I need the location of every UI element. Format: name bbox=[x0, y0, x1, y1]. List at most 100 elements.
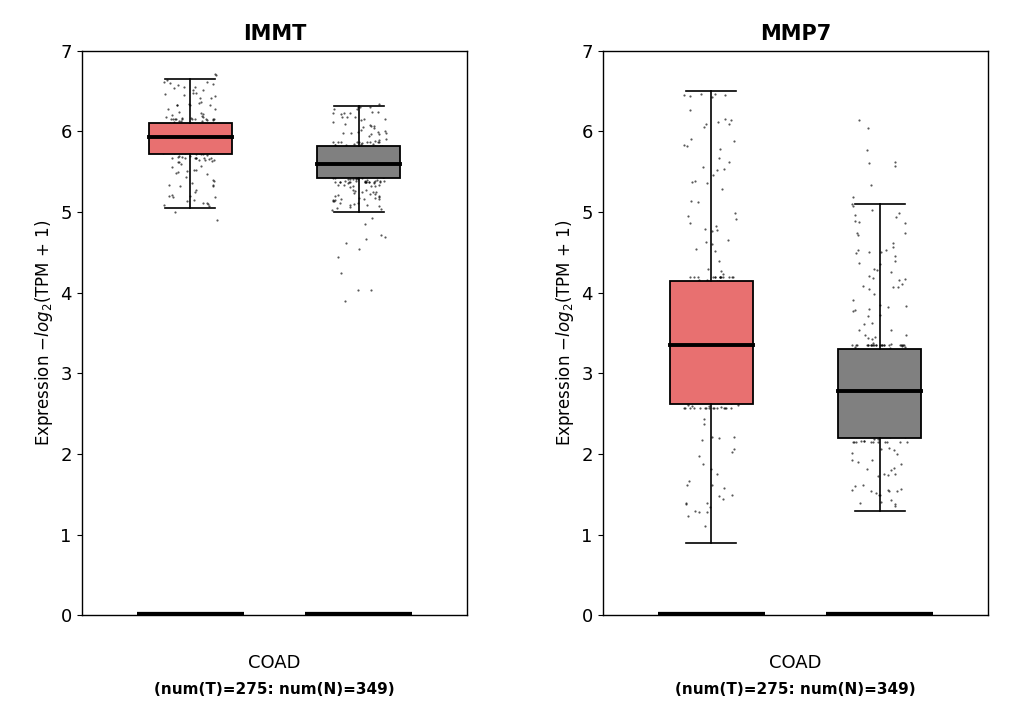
Point bbox=[324, 158, 340, 169]
Point bbox=[723, 489, 740, 501]
Point bbox=[330, 136, 346, 148]
Point bbox=[331, 169, 347, 180]
Point bbox=[866, 364, 882, 376]
Point bbox=[844, 484, 860, 496]
Point bbox=[879, 301, 896, 313]
Point bbox=[848, 379, 864, 391]
Point bbox=[863, 340, 879, 351]
Point bbox=[377, 164, 393, 176]
Point bbox=[694, 318, 710, 329]
Point bbox=[181, 98, 198, 109]
Point bbox=[326, 103, 342, 114]
Point bbox=[878, 377, 895, 389]
Point bbox=[884, 241, 901, 253]
Point bbox=[362, 147, 378, 159]
Point bbox=[704, 334, 720, 345]
Point bbox=[729, 213, 745, 224]
Point bbox=[865, 340, 881, 351]
Point bbox=[202, 127, 218, 139]
Point bbox=[868, 408, 884, 419]
Point bbox=[865, 405, 881, 416]
Point bbox=[712, 348, 729, 360]
Point bbox=[331, 159, 347, 171]
Point bbox=[190, 137, 206, 148]
Point bbox=[871, 431, 888, 442]
Point bbox=[205, 77, 221, 89]
Point bbox=[877, 244, 894, 256]
Point bbox=[711, 143, 728, 154]
Point bbox=[172, 180, 189, 191]
Point bbox=[710, 393, 727, 405]
Point bbox=[206, 132, 222, 144]
Point bbox=[161, 180, 177, 191]
Point bbox=[366, 170, 382, 182]
Point bbox=[693, 348, 709, 359]
Point bbox=[697, 403, 713, 414]
Point bbox=[856, 410, 872, 421]
Text: COAD: COAD bbox=[249, 654, 301, 673]
Point bbox=[877, 398, 894, 410]
Point bbox=[700, 309, 716, 321]
Point bbox=[371, 164, 387, 176]
Point bbox=[183, 133, 200, 145]
Point bbox=[338, 150, 355, 161]
Point bbox=[332, 177, 348, 188]
Point bbox=[851, 407, 867, 418]
Point bbox=[367, 192, 383, 203]
Bar bbox=[317, 146, 400, 178]
Point bbox=[861, 283, 877, 295]
Point bbox=[344, 148, 361, 160]
Point bbox=[727, 356, 743, 368]
Point bbox=[191, 118, 207, 130]
Point bbox=[892, 376, 908, 387]
Point bbox=[376, 175, 392, 187]
Point bbox=[367, 163, 383, 174]
Point bbox=[327, 169, 343, 181]
Point bbox=[888, 429, 904, 441]
Point bbox=[377, 127, 393, 138]
Point bbox=[169, 166, 185, 177]
Point bbox=[166, 136, 182, 148]
Point bbox=[848, 340, 864, 351]
Point bbox=[850, 429, 866, 441]
Point bbox=[376, 148, 392, 160]
Point bbox=[362, 119, 378, 131]
Point bbox=[881, 442, 898, 453]
Point bbox=[887, 361, 903, 372]
Point bbox=[205, 180, 221, 192]
Point bbox=[715, 386, 732, 397]
Point bbox=[187, 164, 204, 176]
Point bbox=[891, 361, 907, 373]
Point bbox=[351, 136, 367, 148]
Point bbox=[371, 136, 387, 148]
Point bbox=[689, 314, 705, 326]
Point bbox=[158, 127, 174, 138]
Point bbox=[876, 468, 893, 480]
Point bbox=[894, 340, 910, 351]
Point bbox=[878, 367, 895, 379]
Point bbox=[375, 157, 391, 169]
Point bbox=[703, 295, 719, 306]
Point bbox=[364, 106, 380, 118]
Point bbox=[357, 177, 373, 188]
Point bbox=[371, 190, 387, 201]
Point bbox=[883, 366, 900, 378]
Point bbox=[371, 200, 387, 211]
Point bbox=[177, 122, 194, 134]
Point bbox=[866, 354, 882, 366]
Point bbox=[167, 114, 183, 125]
Point bbox=[179, 132, 196, 143]
Point bbox=[691, 353, 707, 365]
Point bbox=[708, 275, 725, 287]
Point bbox=[372, 160, 388, 172]
Point bbox=[688, 311, 704, 323]
Point bbox=[719, 337, 736, 349]
Point bbox=[350, 149, 366, 161]
Point bbox=[687, 363, 703, 374]
Point bbox=[719, 369, 736, 381]
Point bbox=[704, 238, 720, 250]
Point bbox=[874, 340, 891, 351]
Point bbox=[207, 140, 223, 152]
Point bbox=[334, 152, 351, 164]
Point bbox=[874, 405, 891, 417]
